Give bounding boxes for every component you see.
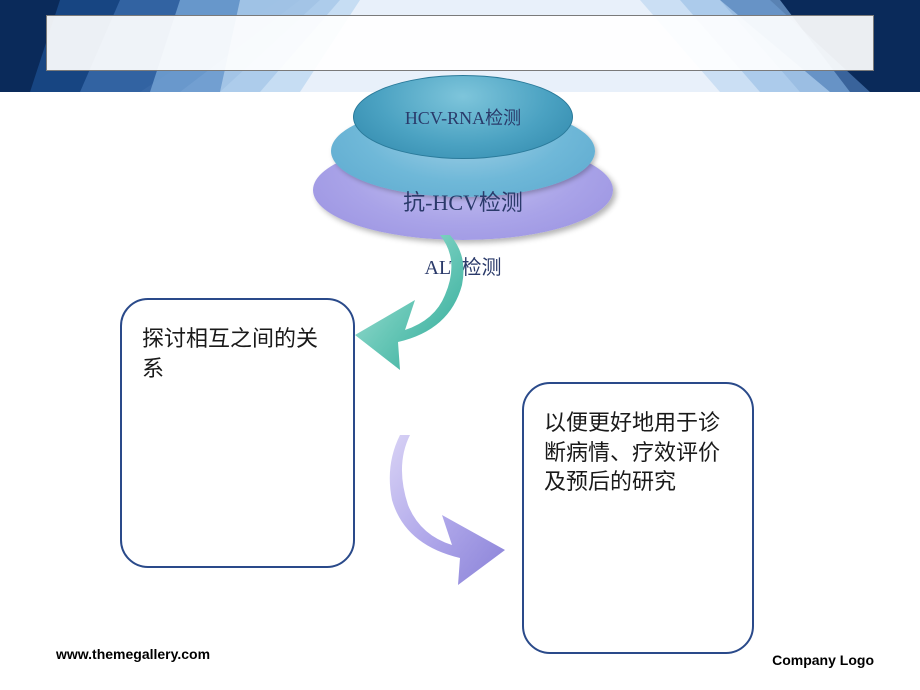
title-placeholder-box <box>46 15 874 71</box>
text-box-diagnosis: 以便更好地用于诊断病情、疗效评价及预后的研究 <box>522 382 754 654</box>
detection-ellipse-stack: ALT检测 抗-HCV检测 HCV-RNA检测 <box>313 75 613 240</box>
footer-logo-text: Company Logo <box>772 652 874 668</box>
ellipse-1-label: HCV-RNA检测 <box>405 104 521 130</box>
ellipse-hcv-rna-detection: HCV-RNA检测 <box>353 75 573 159</box>
text-box-2-content: 以便更好地用于诊断病情、疗效评价及预后的研究 <box>544 410 720 494</box>
text-box-1-content: 探讨相互之间的关系 <box>142 326 318 381</box>
ellipse-2-label: 抗-HCV检测 <box>403 185 523 217</box>
footer-url: www.themegallery.com <box>56 646 210 662</box>
arrow-teal-down-left <box>350 230 470 370</box>
text-box-relationship: 探讨相互之间的关系 <box>120 298 355 568</box>
arrow-purple-down-right <box>380 430 510 590</box>
